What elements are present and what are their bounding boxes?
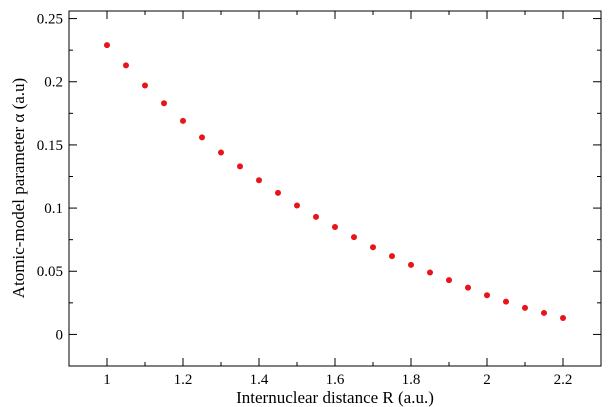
data-point (161, 100, 167, 107)
data-point (218, 149, 224, 156)
x-tick-label: 1 (103, 372, 111, 388)
y-tick-labels: 0 0.05 0.1 0.15 0.2 0.25 (37, 12, 63, 344)
plot-frame (68, 10, 602, 367)
data-point (294, 202, 300, 209)
data-point (484, 292, 490, 299)
data-point (313, 213, 319, 220)
data-point (180, 117, 186, 124)
data-point (465, 284, 471, 291)
data-point (541, 309, 547, 316)
data-point (142, 82, 148, 89)
y-tick-label: 0.1 (44, 201, 63, 217)
tick-marks (69, 11, 601, 366)
y-tick-label: 0.25 (37, 12, 63, 28)
data-point (256, 177, 262, 184)
data-point (275, 189, 281, 196)
y-tick-label: 0 (56, 327, 64, 343)
data-point (389, 253, 395, 260)
data-point (199, 134, 205, 141)
x-tick-label: 1.2 (174, 372, 193, 388)
y-tick-label: 0.05 (37, 264, 63, 280)
data-point (104, 42, 110, 49)
x-tick-label: 1.8 (402, 372, 421, 388)
x-tick-label: 2 (483, 372, 491, 388)
x-axis-title: Internuclear distance R (a.u.) (236, 388, 434, 407)
y-axis-title: Atomic-model parameter α (a.u) (9, 78, 28, 298)
x-tick-labels: 1 1.2 1.4 1.6 1.8 2 2.2 (103, 372, 572, 388)
data-point (446, 277, 452, 284)
y-tick-label: 0.2 (44, 75, 63, 91)
x-tick-label: 1.4 (250, 372, 269, 388)
x-tick-label: 1.6 (326, 372, 345, 388)
data-point (123, 62, 129, 69)
data-point (560, 314, 566, 321)
data-point (351, 234, 357, 241)
data-point (237, 163, 243, 170)
y-tick-label: 0.15 (37, 138, 63, 154)
data-point (503, 298, 509, 305)
data-point (522, 304, 528, 311)
data-point (332, 224, 338, 231)
x-tick-label: 2.2 (554, 372, 573, 388)
data-points (104, 42, 566, 321)
data-point (370, 244, 376, 251)
data-point (408, 261, 414, 268)
data-point (427, 269, 433, 276)
